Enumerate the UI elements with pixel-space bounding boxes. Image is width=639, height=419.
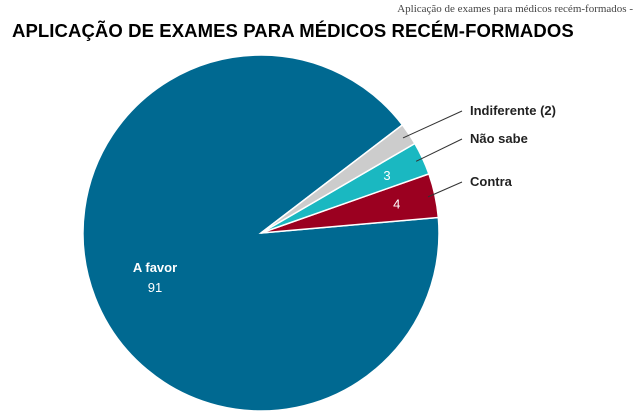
legend-label-contra: Contra bbox=[470, 174, 513, 189]
chart-title: APLICAÇÃO DE EXAMES PARA MÉDICOS RECÉM-F… bbox=[12, 20, 574, 41]
leader-line-nao-sabe bbox=[415, 138, 463, 162]
legend-label-indiferente-2: Indiferente (2) bbox=[470, 103, 556, 118]
chart-caption: Aplicação de exames para médicos recém-f… bbox=[397, 3, 633, 15]
leader-line-indiferente-2 bbox=[402, 110, 463, 139]
legend-label-nao-sabe: Não sabe bbox=[470, 131, 528, 146]
slice-value-contra: 4 bbox=[393, 197, 400, 212]
slice-value-nao-sabe: 3 bbox=[383, 168, 390, 183]
slice-name-a-favor: A favor bbox=[133, 260, 177, 275]
pie-slice-indiferente-2 bbox=[260, 123, 416, 234]
leader-line-contra bbox=[427, 181, 463, 198]
slice-value-a-favor: 91 bbox=[148, 280, 162, 295]
